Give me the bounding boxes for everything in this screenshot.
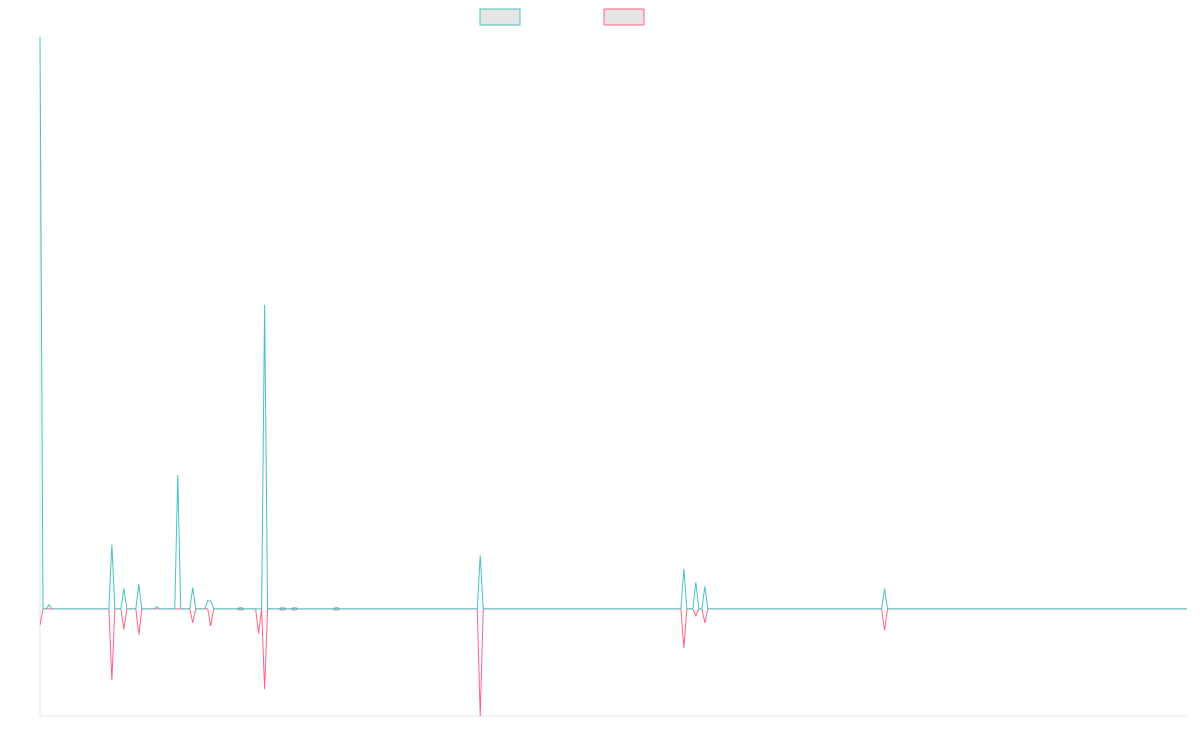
series-line-2 — [39, 608, 1187, 717]
legend — [479, 8, 645, 26]
legend-swatch-2[interactable] — [603, 8, 645, 26]
baseline-marker-2 — [291, 607, 298, 611]
baseline-marker-3 — [333, 607, 340, 611]
legend-swatch-1[interactable] — [479, 8, 521, 26]
plot-area — [39, 37, 1187, 717]
series-line-1 — [39, 37, 1187, 610]
baseline-marker-4 — [279, 607, 286, 611]
baseline-marker-1 — [237, 607, 245, 611]
